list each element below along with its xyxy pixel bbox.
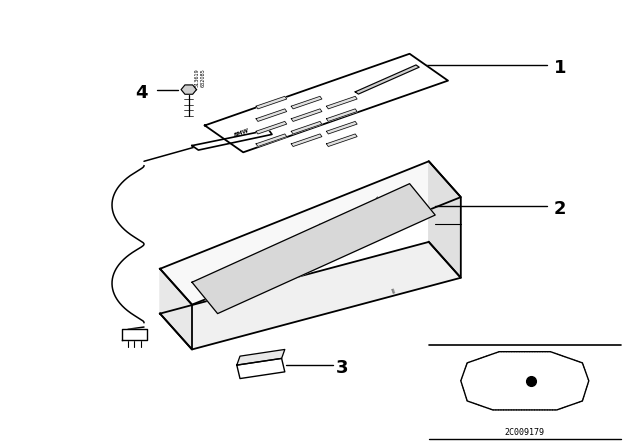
Polygon shape <box>326 109 357 121</box>
Text: 2C009179: 2C009179 <box>505 428 545 437</box>
Polygon shape <box>291 96 322 109</box>
Polygon shape <box>326 96 357 109</box>
Polygon shape <box>160 161 461 305</box>
Text: II: II <box>390 288 396 294</box>
Polygon shape <box>192 130 272 150</box>
Polygon shape <box>256 121 287 134</box>
Polygon shape <box>192 184 435 314</box>
Polygon shape <box>256 109 287 121</box>
Polygon shape <box>237 358 285 379</box>
Polygon shape <box>291 134 322 146</box>
Polygon shape <box>122 329 147 340</box>
Text: BMW: BMW <box>234 128 250 138</box>
Polygon shape <box>291 121 322 134</box>
Text: 513619
632085: 513619 632085 <box>195 69 206 87</box>
Polygon shape <box>205 54 448 152</box>
Text: 1: 1 <box>554 59 566 77</box>
Text: 3: 3 <box>336 359 349 377</box>
Polygon shape <box>461 352 589 410</box>
Polygon shape <box>256 96 287 109</box>
Text: 2: 2 <box>554 200 566 218</box>
Polygon shape <box>291 109 322 121</box>
Polygon shape <box>429 161 461 278</box>
Polygon shape <box>355 65 419 94</box>
Text: 4: 4 <box>134 84 147 102</box>
Polygon shape <box>237 349 285 365</box>
Polygon shape <box>181 85 196 94</box>
Polygon shape <box>160 242 461 349</box>
Polygon shape <box>326 134 357 146</box>
Polygon shape <box>160 269 192 349</box>
Polygon shape <box>326 121 357 134</box>
Polygon shape <box>256 134 287 146</box>
